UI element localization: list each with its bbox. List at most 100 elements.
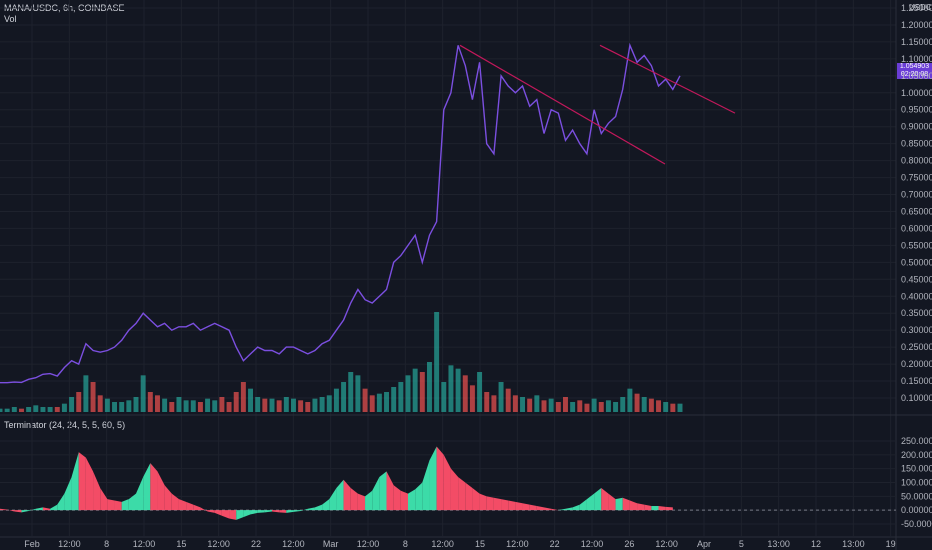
volume-bar [104,398,110,412]
osc-bull-segment [579,499,587,511]
volume-bar [190,400,196,412]
volume-bar [484,392,490,412]
volume-bar [498,382,504,412]
osc-bull-segment [286,510,294,513]
volume-bar [54,407,60,412]
volume-bar [570,402,576,412]
osc-bear-segment [157,471,165,511]
osc-bull-segment [329,488,337,511]
osc-bear-segment [229,510,237,520]
volume-bar [169,402,175,412]
time-tick-label: Feb [24,539,40,549]
osc-bull-segment [243,510,251,518]
volume-bar [577,400,583,412]
osc-bear-segment [78,452,86,511]
osc-bear-segment [629,500,638,511]
osc-bull-segment [408,489,416,511]
volume-bar [147,392,153,412]
osc-bull-segment [293,510,301,512]
volume-bar [527,398,533,412]
volume-bar [477,372,483,412]
osc-bull-segment [28,508,36,511]
volume-bar [505,388,511,412]
osc-bear-segment [529,504,537,511]
time-tick-label: 13:00 [767,539,790,549]
time-tick-label: 12:00 [282,539,305,549]
osc-bear-segment [107,499,115,511]
osc-bear-segment [472,488,480,511]
osc-bear-segment [608,493,616,511]
volume-bar [670,403,676,412]
osc-bull-segment [64,476,72,511]
osc-bull-segment [379,471,387,511]
volume-bar [119,402,125,412]
osc-bull-segment [57,493,65,511]
volume-bar [555,402,561,412]
osc-bull-segment [651,506,659,511]
volume-bar [333,388,339,412]
osc-bull-segment [21,510,29,513]
price-tick-label: 1.050000 [901,71,932,81]
osc-bear-segment [164,485,172,511]
osc-bear-segment [272,510,280,513]
osc-bear-segment [200,507,208,512]
osc-bull-segment [322,499,330,511]
time-tick-label: 12:00 [133,539,156,549]
volume-bar [656,400,662,412]
volume-bar [605,400,611,412]
osc-bear-segment [357,493,366,511]
indicator-label: Terminator (24, 24, 5, 5, 60, 5) [4,420,126,430]
osc-bull-segment [565,507,573,511]
osc-bull-segment [300,508,308,511]
osc-bear-segment [443,454,451,511]
volume-bar [369,395,375,412]
osc-bear-segment [644,504,652,511]
volume-bar [326,395,332,412]
price-tick-label: 1.100000 [901,54,932,64]
volume-bar [248,388,254,412]
volume-bar [140,375,146,412]
volume-bar [541,400,547,412]
time-tick-label: 8 [104,539,109,549]
volume-bar [0,408,3,412]
osc-bear-segment [508,500,516,511]
volume-bar [40,407,46,412]
volume-bar [398,382,404,412]
volume-bar [562,397,568,412]
volume-bar [455,368,461,412]
time-tick-label: 12:00 [431,539,454,549]
volume-bar [441,382,447,412]
time-tick-label: 13:00 [842,539,865,549]
volume-bar [90,382,96,412]
volume-bar [83,375,89,412]
osc-bull-segment [128,493,136,511]
volume-label: Vol [4,14,17,24]
volume-bar [197,402,203,412]
osc-bear-segment [14,510,22,513]
volume-bar [319,397,325,412]
volume-bar [176,397,182,412]
volume-bar [641,397,647,412]
osc-bear-segment [193,504,201,511]
time-tick-label: 12:00 [506,539,529,549]
volume-bar [426,362,432,412]
volume-bar [469,385,475,412]
volume-bar [462,375,468,412]
osc-bear-segment [601,488,609,511]
volume-bar [298,400,304,412]
osc-bear-segment [343,479,351,511]
osc-bear-segment [214,510,222,516]
volume-bar [341,382,347,412]
